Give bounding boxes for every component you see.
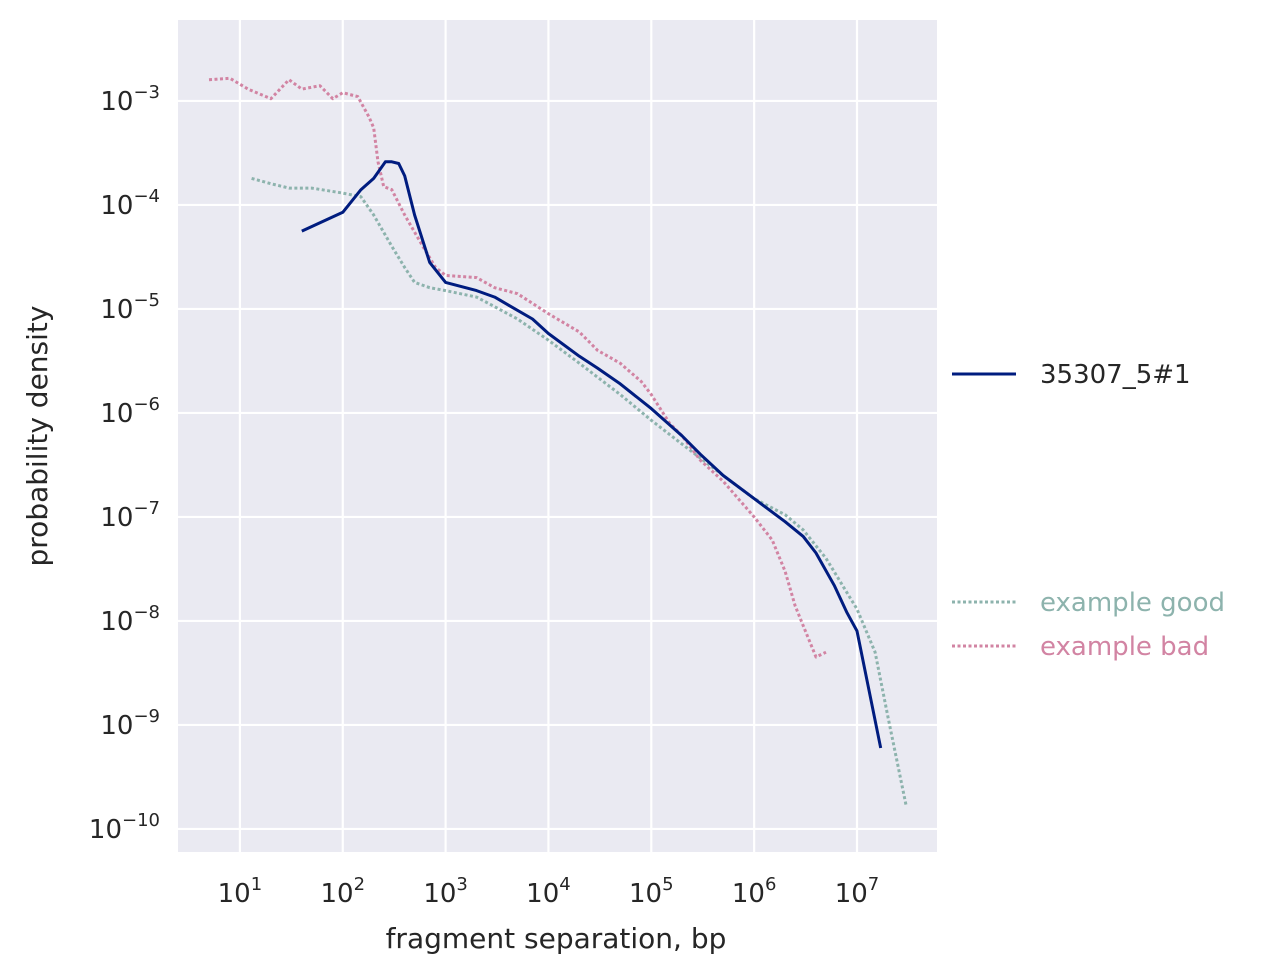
legend-entry: example good: [1040, 588, 1225, 618]
y-tick-label: 10−5: [100, 290, 160, 325]
y-tick-label: 10−8: [100, 602, 160, 637]
y-tick-label: 10−3: [100, 82, 160, 117]
grid: [178, 20, 937, 852]
y-axis-ticks: 10−10 10−9 10−8 10−7 10−6 10−5 10−4 10−3: [89, 82, 160, 845]
y-tick-label: 10−9: [100, 706, 160, 741]
x-axis-ticks: 101 102 103 104 105 106 107: [218, 874, 880, 909]
series-line-2: [208, 76, 827, 659]
y-axis-label: probability density: [21, 306, 54, 567]
x-tick-label: 101: [218, 874, 263, 909]
x-tick-label: 102: [320, 874, 365, 909]
y-tick-label: 10−4: [100, 186, 160, 221]
y-tick-label: 10−10: [89, 810, 160, 845]
legend-entry: example bad: [1040, 632, 1209, 662]
series-lines: [208, 76, 908, 806]
x-tick-label: 106: [732, 874, 777, 909]
plot-area: [178, 20, 937, 852]
x-tick-label: 105: [629, 874, 674, 909]
y-tick-label: 10−6: [100, 394, 160, 429]
legend-entry: 35307_5#1: [1040, 360, 1191, 390]
x-tick-label: 103: [423, 874, 468, 909]
x-tick-label: 104: [526, 874, 571, 909]
x-axis-label: fragment separation, bp: [386, 922, 727, 955]
x-tick-label: 107: [835, 874, 880, 909]
series-line-0: [301, 160, 883, 749]
y-tick-label: 10−7: [100, 498, 160, 533]
